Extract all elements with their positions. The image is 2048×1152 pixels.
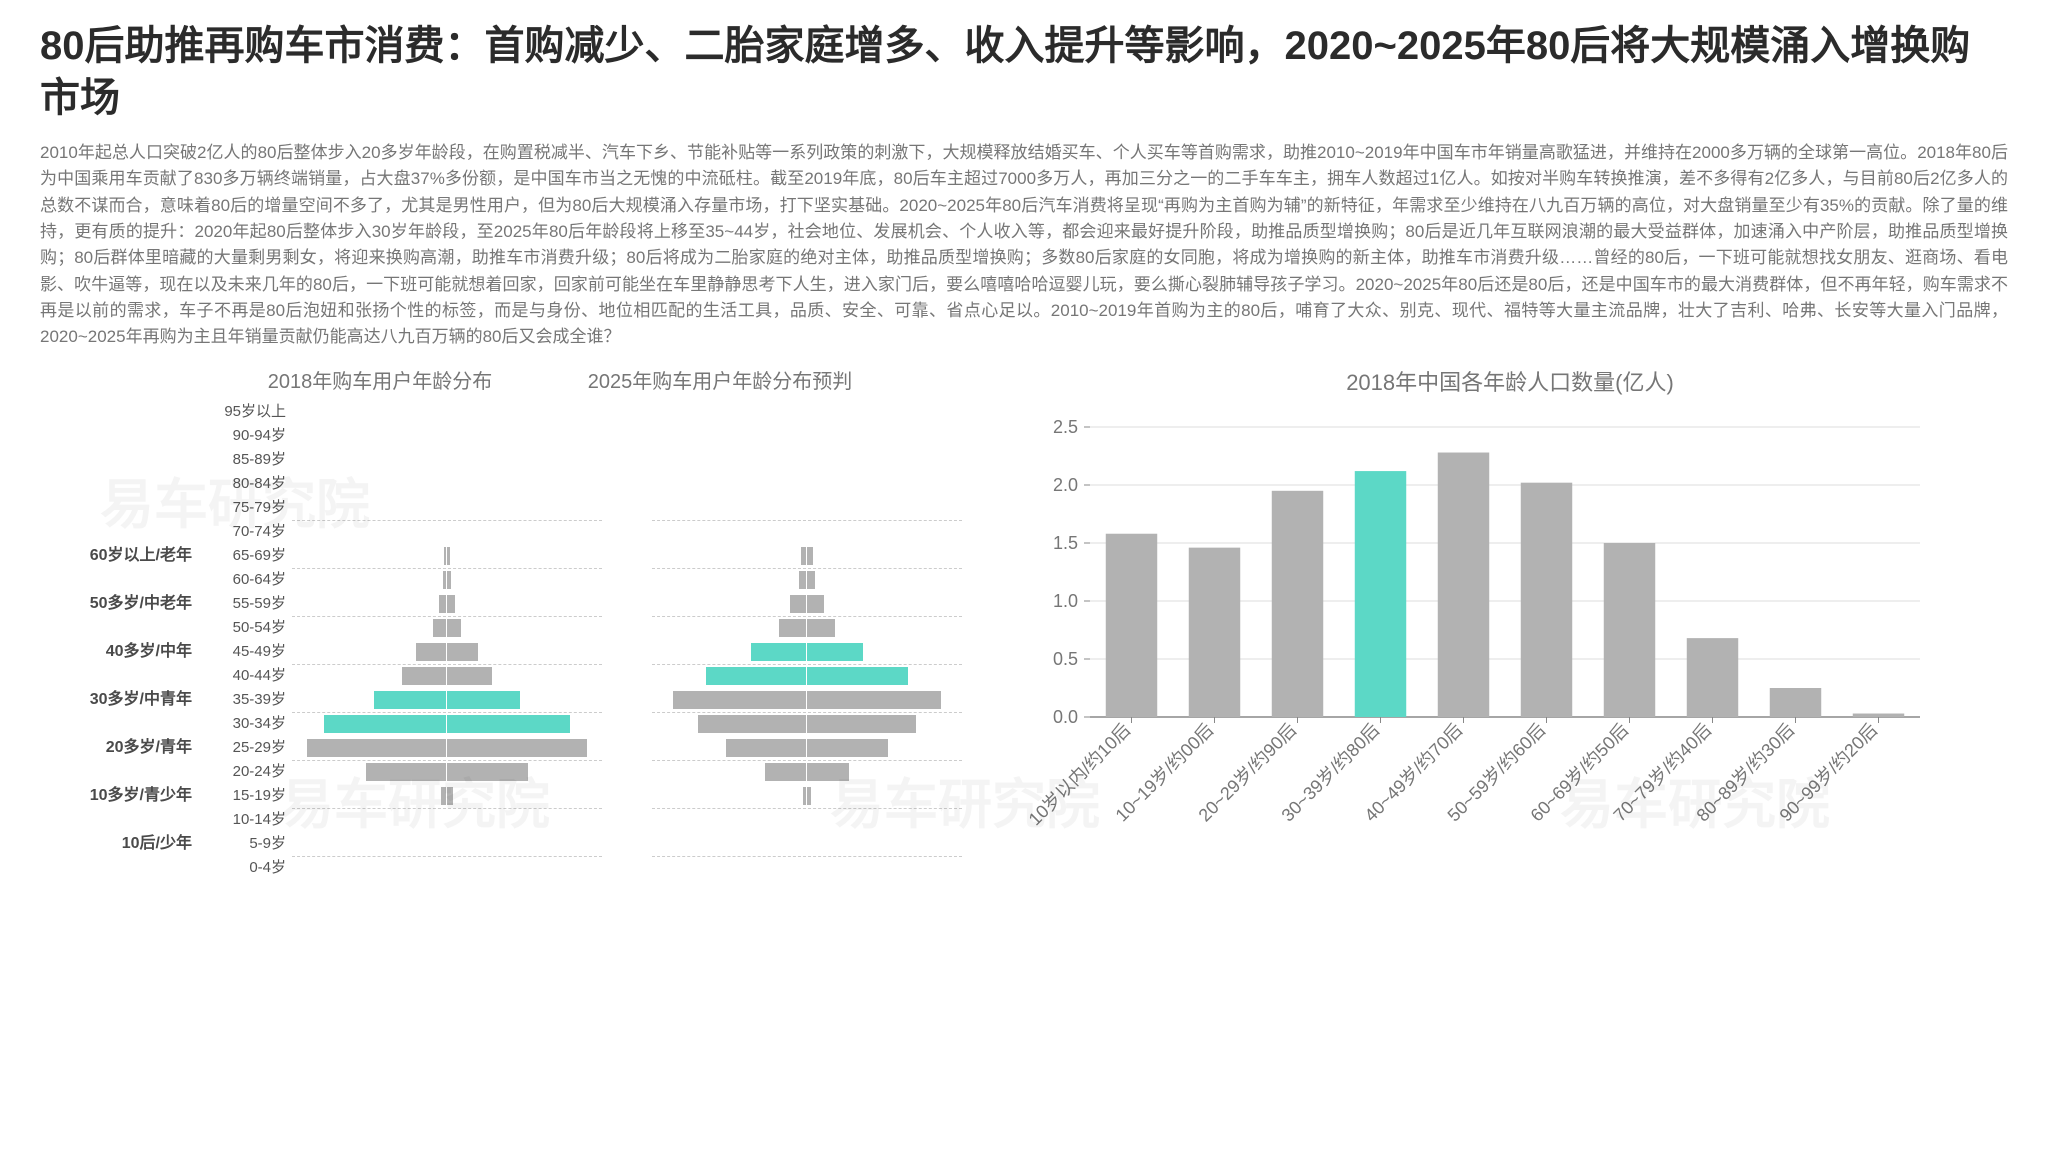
svg-text:2.0: 2.0: [1053, 475, 1078, 495]
pyramid-2018: [292, 400, 602, 880]
body-paragraph: 2010年起总人口突破2亿人的80后整体步入20多岁年龄段，在购置税减半、汽车下…: [40, 140, 2008, 351]
charts-container: 2018年购车用户年龄分布 2025年购车用户年龄分布预判 60岁以上/老年50…: [40, 365, 2008, 960]
svg-text:0.5: 0.5: [1053, 649, 1078, 669]
svg-text:1.5: 1.5: [1053, 533, 1078, 553]
pyramid-2018-title: 2018年购车用户年龄分布: [210, 365, 550, 394]
svg-text:1.0: 1.0: [1053, 591, 1078, 611]
pyramid-2025: [652, 400, 962, 880]
svg-text:0.0: 0.0: [1053, 707, 1078, 727]
bar-chart-title: 2018年中国各年龄人口数量(亿人): [1020, 365, 2000, 397]
population-pyramids-panel: 2018年购车用户年龄分布 2025年购车用户年龄分布预判 60岁以上/老年50…: [40, 365, 1020, 960]
bar-chart: 0.00.51.01.52.02.510岁以内/约10后10~19岁/约00后2…: [1020, 417, 2000, 912]
pyramid-2025-title: 2025年购车用户年龄分布预判: [550, 365, 890, 394]
page-title: 80后助推再购车市消费：首购减少、二胎家庭增多、收入提升等影响，2020~202…: [40, 20, 2008, 124]
population-bar-panel: 2018年中国各年龄人口数量(亿人) 0.00.51.01.52.02.510岁…: [1020, 365, 2000, 960]
svg-text:2.5: 2.5: [1053, 417, 1078, 437]
